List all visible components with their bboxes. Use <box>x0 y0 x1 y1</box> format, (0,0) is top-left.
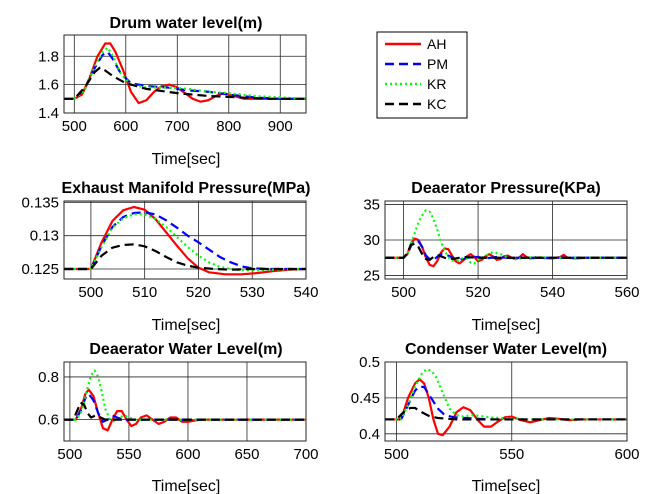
plot-area <box>64 362 306 441</box>
x-tick-label: 530 <box>240 284 265 301</box>
x-axis-label: Time[sec] <box>472 317 541 334</box>
plot-area <box>385 362 627 441</box>
y-tick-label: 1.6 <box>38 77 59 94</box>
axes-frame <box>63 200 307 280</box>
subplot-deaerator-water-level: Deaerator Water Level(m) Time[sec] 500 55… <box>38 341 318 494</box>
series-line-kr <box>385 209 627 265</box>
x-tick-label: 600 <box>113 118 138 135</box>
legend-entry: AH <box>385 36 446 52</box>
y-tick-label: 30 <box>363 232 380 249</box>
y-tick-label: 0.125 <box>21 261 59 278</box>
y-tick-label: 1.4 <box>38 105 59 122</box>
legend-label: KR <box>427 76 446 92</box>
axes-frame <box>63 361 307 442</box>
x-tick-label: 560 <box>614 284 639 301</box>
axes-frame <box>63 34 307 114</box>
series-line-kc <box>385 242 627 261</box>
y-tick-label: 0.45 <box>351 390 380 407</box>
x-tick-label: 500 <box>391 284 416 301</box>
legend: AH PM KR KC <box>376 31 468 119</box>
x-tick-label: 500 <box>78 284 103 301</box>
series-line-ah <box>64 205 306 276</box>
axes-frame <box>384 361 628 442</box>
series-line-pm <box>64 50 306 100</box>
series-line-kr <box>385 368 627 421</box>
y-tick-label: 0.5 <box>359 354 380 371</box>
x-axis-label: Time[sec] <box>472 478 541 494</box>
subplot-condenser-water-level: Condenser Water Level(m) Time[sec] 500 55… <box>351 341 640 494</box>
x-tick-label: 600 <box>175 446 200 463</box>
subplot-deaerator-pressure: Deaerator Pressure(KPa) Time[sec] 500 520… <box>363 180 639 334</box>
chart-title: Condenser Water Level(m) <box>405 341 607 358</box>
y-tick-label: 0.4 <box>359 426 380 443</box>
x-tick-label: 650 <box>234 446 259 463</box>
subplot-exhaust-manifold-pressure: Exhaust Manifold Pressure(MPa) Time[sec]… <box>21 180 318 334</box>
x-tick-label: 500 <box>384 446 409 463</box>
series-layer <box>385 368 627 437</box>
series-layer <box>64 42 306 105</box>
legend-label: PM <box>427 56 448 72</box>
x-tick-label: 550 <box>499 446 524 463</box>
legend-label: AH <box>427 36 446 52</box>
series-line-ah <box>64 42 306 105</box>
x-tick-label: 520 <box>186 284 211 301</box>
chart-title: Exhaust Manifold Pressure(MPa) <box>62 180 311 197</box>
y-tick-label: 0.8 <box>38 369 59 386</box>
x-tick-label: 700 <box>165 118 190 135</box>
x-tick-label: 900 <box>268 118 293 135</box>
legend-entry: KC <box>385 96 446 112</box>
y-tick-label: 25 <box>363 267 380 284</box>
series-line-kc <box>385 406 627 421</box>
x-tick-label: 510 <box>132 284 157 301</box>
axes-frame <box>384 200 628 280</box>
x-tick-label: 600 <box>614 446 639 463</box>
x-tick-label: 550 <box>116 446 141 463</box>
plot-area <box>64 35 306 113</box>
series-layer <box>385 209 627 268</box>
x-axis-label: Time[sec] <box>152 317 221 334</box>
series-line-kc <box>64 66 306 100</box>
legend-label: KC <box>427 96 446 112</box>
y-tick-label: 0.13 <box>30 228 59 245</box>
subplot-drum-water-level: Drum water level(m) Time[sec] 500 600 700 8… <box>38 15 307 168</box>
legend-entry: KR <box>385 76 446 92</box>
series-line-kr <box>64 369 306 423</box>
y-tick-label: 1.8 <box>38 48 59 65</box>
x-tick-label: 500 <box>62 118 87 135</box>
x-axis-label: Time[sec] <box>152 478 221 494</box>
x-tick-label: 800 <box>216 118 241 135</box>
series-layer <box>64 369 306 432</box>
series-layer <box>64 205 306 276</box>
y-tick-label: 35 <box>363 197 380 214</box>
legend-entry: PM <box>385 56 448 72</box>
x-tick-label: 520 <box>466 284 491 301</box>
y-tick-label: 0.6 <box>38 412 59 429</box>
x-tick-label: 540 <box>540 284 565 301</box>
series-line-kc <box>64 401 306 421</box>
chart-title: Drum water level(m) <box>110 15 263 32</box>
chart-title: Deaerator Pressure(KPa) <box>411 180 600 197</box>
x-tick-label: 700 <box>293 446 318 463</box>
plot-area <box>64 201 306 279</box>
series-line-kc <box>64 243 306 271</box>
chart-title: Deaerator Water Level(m) <box>89 341 282 358</box>
x-tick-label: 500 <box>57 446 82 463</box>
y-tick-label: 0.135 <box>21 194 59 211</box>
x-axis-label: Time[sec] <box>152 151 221 168</box>
x-tick-label: 540 <box>293 284 318 301</box>
